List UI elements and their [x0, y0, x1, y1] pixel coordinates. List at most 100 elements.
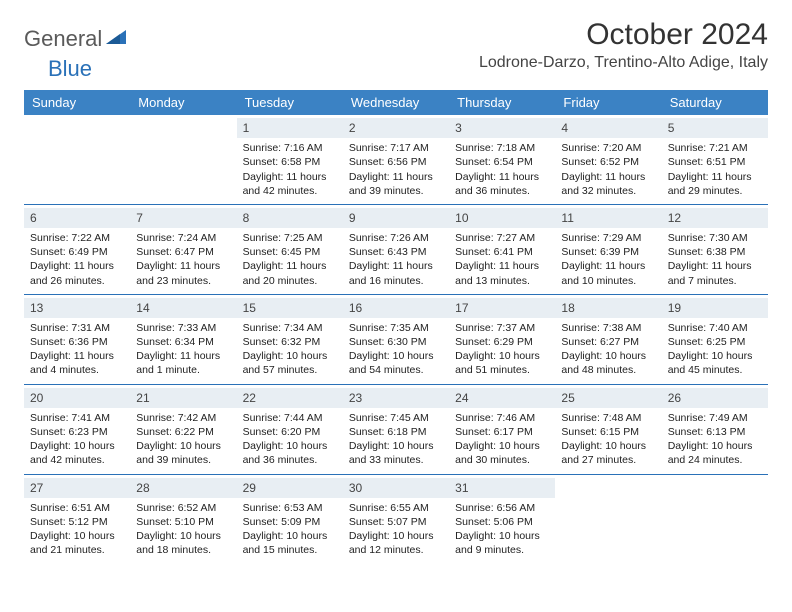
day-number: 3	[449, 118, 555, 138]
daylight-text: Daylight: 11 hours and 20 minutes.	[243, 259, 337, 287]
day-cell: 5Sunrise: 7:21 AMSunset: 6:51 PMDaylight…	[662, 115, 768, 204]
day-cell: 26Sunrise: 7:49 AMSunset: 6:13 PMDayligh…	[662, 385, 768, 474]
calendar: Sunday Monday Tuesday Wednesday Thursday…	[24, 90, 768, 563]
day-cell: 21Sunrise: 7:42 AMSunset: 6:22 PMDayligh…	[130, 385, 236, 474]
day-number: 5	[662, 118, 768, 138]
sunrise-text: Sunrise: 7:40 AM	[668, 321, 762, 335]
day-cell: .	[24, 115, 130, 204]
sunset-text: Sunset: 6:22 PM	[136, 425, 230, 439]
sunrise-text: Sunrise: 7:41 AM	[30, 411, 124, 425]
day-cell: 28Sunrise: 6:52 AMSunset: 5:10 PMDayligh…	[130, 475, 236, 564]
day-number: 11	[555, 208, 661, 228]
sunrise-text: Sunrise: 6:53 AM	[243, 501, 337, 515]
sunset-text: Sunset: 6:47 PM	[136, 245, 230, 259]
daylight-text: Daylight: 11 hours and 10 minutes.	[561, 259, 655, 287]
daylight-text: Daylight: 10 hours and 48 minutes.	[561, 349, 655, 377]
sunrise-text: Sunrise: 7:38 AM	[561, 321, 655, 335]
sunrise-text: Sunrise: 7:25 AM	[243, 231, 337, 245]
week-row: 27Sunrise: 6:51 AMSunset: 5:12 PMDayligh…	[24, 475, 768, 564]
day-cell: 18 Sunrise: 7:38 AMSunset: 6:27 PMDayligh…	[555, 295, 661, 384]
week-row: 13Sunrise: 7:31 AMSunset: 6:36 PMDayligh…	[24, 295, 768, 385]
day-header: Tuesday	[237, 90, 343, 115]
day-number: 6	[24, 208, 130, 228]
day-number: 25	[555, 388, 661, 408]
daylight-text: Daylight: 10 hours and 12 minutes.	[349, 529, 443, 557]
sunrise-text: Sunrise: 7:34 AM	[243, 321, 337, 335]
sunset-text: Sunset: 6:34 PM	[136, 335, 230, 349]
daylight-text: Daylight: 10 hours and 27 minutes.	[561, 439, 655, 467]
sunset-text: Sunset: 6:58 PM	[243, 155, 337, 169]
day-number: 30	[343, 478, 449, 498]
sunrise-text: Sunrise: 7:31 AM	[30, 321, 124, 335]
sunset-text: Sunset: 5:06 PM	[455, 515, 549, 529]
sunset-text: Sunset: 6:27 PM	[561, 335, 655, 349]
day-number: 10	[449, 208, 555, 228]
day-cell: 19Sunrise: 7:40 AMSunset: 6:25 PMDayligh…	[662, 295, 768, 384]
sunrise-text: Sunrise: 6:56 AM	[455, 501, 549, 515]
daylight-text: Daylight: 11 hours and 13 minutes.	[455, 259, 549, 287]
day-cell: 27Sunrise: 6:51 AMSunset: 5:12 PMDayligh…	[24, 475, 130, 564]
daylight-text: Daylight: 10 hours and 21 minutes.	[30, 529, 124, 557]
day-cell: 11 Sunrise: 7:29 AMSunset: 6:39 PMDayligh…	[555, 205, 661, 294]
sunset-text: Sunset: 6:52 PM	[561, 155, 655, 169]
daylight-text: Daylight: 10 hours and 9 minutes.	[455, 529, 549, 557]
daylight-text: Daylight: 10 hours and 45 minutes.	[668, 349, 762, 377]
week-row: 6Sunrise: 7:22 AMSunset: 6:49 PMDaylight…	[24, 205, 768, 295]
day-number: 29	[237, 478, 343, 498]
daylight-text: Daylight: 10 hours and 54 minutes.	[349, 349, 443, 377]
daylight-text: Daylight: 10 hours and 33 minutes.	[349, 439, 443, 467]
day-number: 4	[555, 118, 661, 138]
daylight-text: Daylight: 11 hours and 7 minutes.	[668, 259, 762, 287]
daylight-text: Daylight: 11 hours and 4 minutes.	[30, 349, 124, 377]
sunset-text: Sunset: 6:45 PM	[243, 245, 337, 259]
daylight-text: Daylight: 11 hours and 23 minutes.	[136, 259, 230, 287]
sunrise-text: Sunrise: 7:17 AM	[349, 141, 443, 155]
sunset-text: Sunset: 6:49 PM	[30, 245, 124, 259]
sunset-text: Sunset: 5:07 PM	[349, 515, 443, 529]
day-number: 18	[555, 298, 661, 318]
sunset-text: Sunset: 5:09 PM	[243, 515, 337, 529]
daylight-text: Daylight: 10 hours and 36 minutes.	[243, 439, 337, 467]
month-title: October 2024	[479, 18, 768, 52]
sunset-text: Sunset: 6:39 PM	[561, 245, 655, 259]
sunrise-text: Sunrise: 7:42 AM	[136, 411, 230, 425]
day-number: 26	[662, 388, 768, 408]
sunrise-text: Sunrise: 7:24 AM	[136, 231, 230, 245]
day-cell: 4Sunrise: 7:20 AMSunset: 6:52 PMDaylight…	[555, 115, 661, 204]
day-number: 12	[662, 208, 768, 228]
day-cell: .	[662, 475, 768, 564]
day-cell: .	[130, 115, 236, 204]
sunrise-text: Sunrise: 7:44 AM	[243, 411, 337, 425]
sunrise-text: Sunrise: 7:46 AM	[455, 411, 549, 425]
sunset-text: Sunset: 6:43 PM	[349, 245, 443, 259]
logo-triangle-icon	[106, 28, 128, 51]
day-cell: 31Sunrise: 6:56 AMSunset: 5:06 PMDayligh…	[449, 475, 555, 564]
day-header: Sunday	[24, 90, 130, 115]
day-number: 22	[237, 388, 343, 408]
sunrise-text: Sunrise: 6:51 AM	[30, 501, 124, 515]
day-number: 16	[343, 298, 449, 318]
sunrise-text: Sunrise: 7:27 AM	[455, 231, 549, 245]
day-cell: .	[555, 475, 661, 564]
day-cell: 16Sunrise: 7:35 AMSunset: 6:30 PMDayligh…	[343, 295, 449, 384]
daylight-text: Daylight: 11 hours and 26 minutes.	[30, 259, 124, 287]
sunset-text: Sunset: 6:29 PM	[455, 335, 549, 349]
daylight-text: Daylight: 10 hours and 24 minutes.	[668, 439, 762, 467]
day-cell: 24Sunrise: 7:46 AMSunset: 6:17 PMDayligh…	[449, 385, 555, 474]
sunset-text: Sunset: 6:25 PM	[668, 335, 762, 349]
day-cell: 7Sunrise: 7:24 AMSunset: 6:47 PMDaylight…	[130, 205, 236, 294]
sunrise-text: Sunrise: 7:33 AM	[136, 321, 230, 335]
daylight-text: Daylight: 10 hours and 15 minutes.	[243, 529, 337, 557]
day-cell: 30Sunrise: 6:55 AMSunset: 5:07 PMDayligh…	[343, 475, 449, 564]
daylight-text: Daylight: 11 hours and 1 minute.	[136, 349, 230, 377]
sunset-text: Sunset: 5:12 PM	[30, 515, 124, 529]
sunrise-text: Sunrise: 7:29 AM	[561, 231, 655, 245]
weeks-container: ..1Sunrise: 7:16 AMSunset: 6:58 PMDaylig…	[24, 115, 768, 563]
day-cell: 3Sunrise: 7:18 AMSunset: 6:54 PMDaylight…	[449, 115, 555, 204]
day-number: 15	[237, 298, 343, 318]
sunset-text: Sunset: 6:15 PM	[561, 425, 655, 439]
daylight-text: Daylight: 11 hours and 39 minutes.	[349, 170, 443, 198]
day-number: 20	[24, 388, 130, 408]
sunrise-text: Sunrise: 7:49 AM	[668, 411, 762, 425]
sunrise-text: Sunrise: 7:18 AM	[455, 141, 549, 155]
